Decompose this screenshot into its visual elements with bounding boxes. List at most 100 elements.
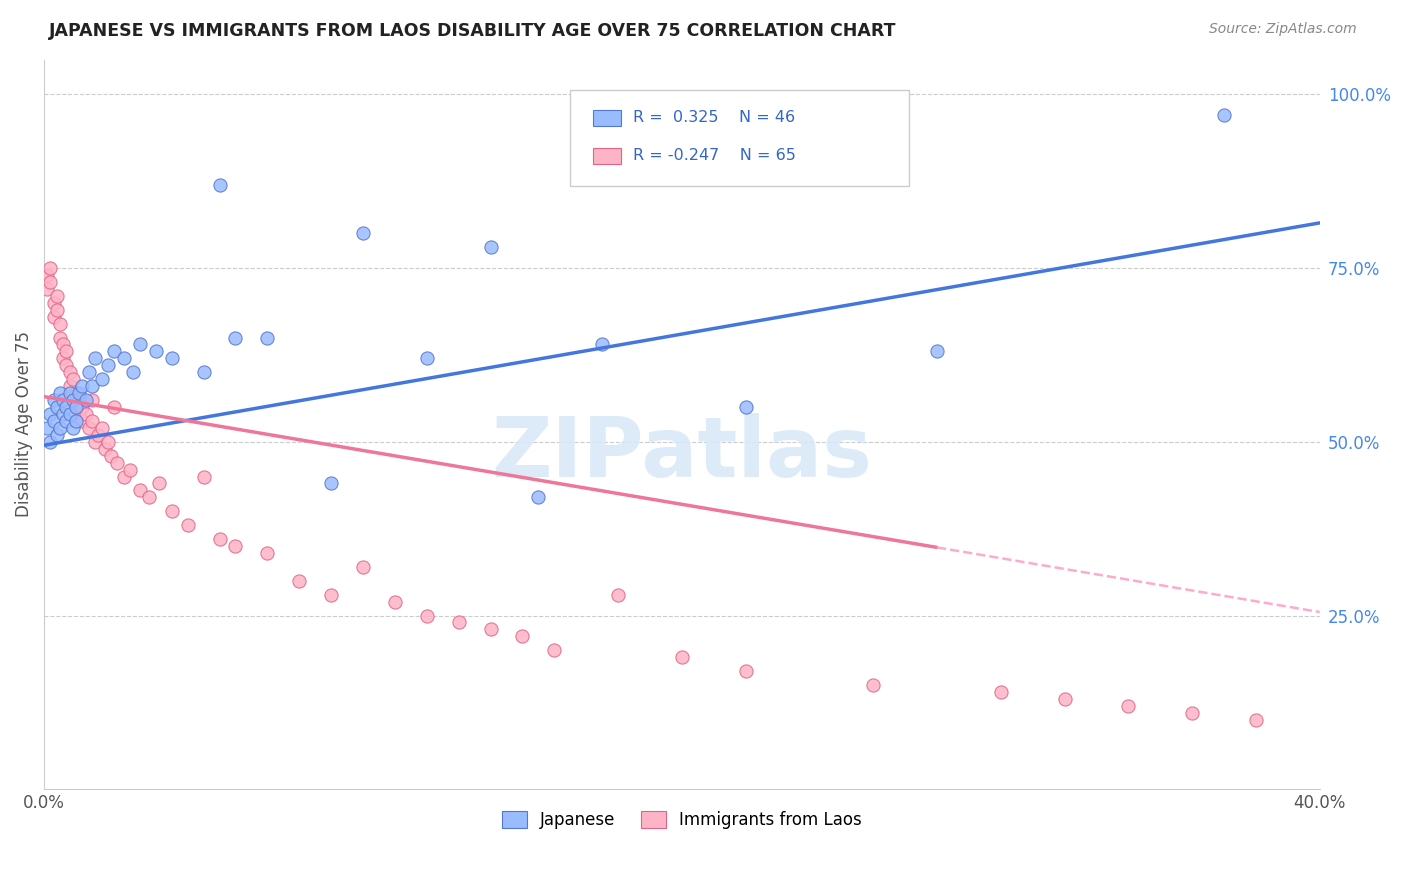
Point (72, 414, 94, 428)
Point (39, 434, 62, 449)
Point (97, 359, 120, 373)
Point (77, 421, 100, 435)
FancyBboxPatch shape (569, 90, 908, 186)
Text: R =  0.325    N = 46: R = 0.325 N = 46 (634, 110, 796, 125)
Point (1118, 698, 1140, 713)
Point (120, 462, 142, 476)
Legend: Japanese, Immigrants from Laos: Japanese, Immigrants from Laos (495, 804, 869, 836)
Point (39, 275, 62, 289)
Point (37, 268, 59, 282)
Point (319, 588, 342, 602)
Point (67, 393, 90, 408)
Point (75, 393, 97, 408)
Point (193, 365, 215, 379)
Point (256, 546, 278, 560)
Point (862, 678, 884, 692)
Point (72, 400, 94, 414)
Point (90, 372, 112, 386)
Point (103, 400, 125, 414)
Point (352, 559, 374, 574)
Point (479, 623, 502, 637)
Point (42, 295, 65, 310)
Point (1181, 706, 1204, 720)
Point (77, 365, 100, 379)
Point (39, 261, 62, 276)
Point (527, 491, 550, 505)
Point (447, 615, 470, 630)
Point (55, 400, 77, 414)
Point (65, 386, 87, 401)
Point (59, 365, 82, 379)
Point (416, 351, 439, 366)
Point (49, 421, 72, 435)
Point (72, 379, 94, 393)
Point (90, 421, 112, 435)
Point (734, 664, 756, 678)
Point (59, 379, 82, 393)
Point (52, 393, 75, 408)
Text: R = -0.247    N = 65: R = -0.247 N = 65 (634, 147, 796, 162)
Point (100, 449, 122, 463)
Point (62, 393, 84, 408)
Point (145, 344, 167, 359)
Point (65, 400, 87, 414)
Point (97, 434, 120, 449)
Point (93, 442, 115, 456)
Point (1213, 108, 1236, 122)
Text: Source: ZipAtlas.com: Source: ZipAtlas.com (1209, 22, 1357, 37)
Point (224, 330, 246, 344)
Point (107, 456, 129, 470)
Point (55, 414, 77, 428)
Bar (592, 148, 620, 164)
Point (75, 407, 97, 421)
Point (59, 386, 82, 401)
Point (49, 317, 72, 331)
Point (62, 372, 84, 386)
Point (160, 504, 183, 518)
Point (67, 386, 90, 401)
Point (319, 476, 342, 491)
Point (84, 351, 107, 366)
Point (416, 608, 439, 623)
Point (256, 330, 278, 344)
Point (990, 685, 1012, 699)
Point (479, 240, 502, 254)
Point (62, 421, 84, 435)
Point (87, 427, 110, 442)
Point (45, 400, 67, 414)
Point (67, 407, 90, 421)
Point (52, 337, 75, 351)
Point (288, 574, 311, 588)
Point (208, 178, 231, 192)
Point (176, 518, 198, 533)
Point (45, 289, 67, 303)
Point (80, 379, 103, 393)
Point (160, 351, 183, 366)
Point (37, 421, 59, 435)
Point (1053, 692, 1076, 706)
Point (52, 351, 75, 366)
Point (128, 483, 150, 498)
Point (62, 393, 84, 408)
Point (543, 643, 565, 657)
Point (42, 310, 65, 324)
Point (208, 532, 231, 546)
Point (45, 302, 67, 317)
Point (42, 393, 65, 408)
Point (65, 400, 87, 414)
Point (512, 629, 534, 643)
Point (42, 414, 65, 428)
Point (37, 282, 59, 296)
Point (103, 344, 125, 359)
Point (49, 386, 72, 401)
Point (112, 469, 135, 483)
Y-axis label: Disability Age Over 75: Disability Age Over 75 (15, 332, 32, 517)
Point (352, 227, 374, 241)
Point (122, 365, 145, 379)
Point (80, 414, 103, 428)
Point (45, 427, 67, 442)
Point (112, 351, 135, 366)
Point (224, 539, 246, 553)
Point (128, 337, 150, 351)
Point (55, 359, 77, 373)
